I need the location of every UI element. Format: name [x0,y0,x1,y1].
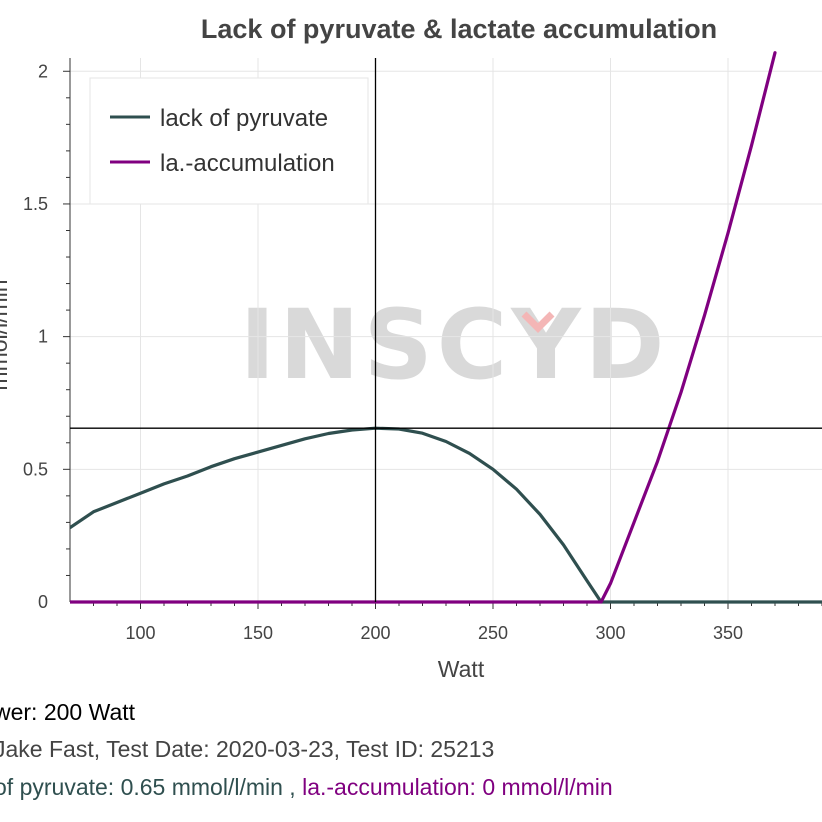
y-tick-label: 2 [38,61,48,81]
x-axis-label: Watt [438,656,485,682]
y-tick-label: 1 [38,327,48,347]
x-tick-label: 300 [595,623,625,643]
series-line-lack-of-pyruvate [70,426,822,604]
footer-pyruvate-value: of pyruvate: 0.65 mmol/l/min , [0,774,296,800]
x-tick-label: 350 [713,623,743,643]
footer-power: wer: 200 Watt [0,699,136,725]
chart-title: Lack of pyruvate & lactate accumulation [201,14,717,44]
series-group [70,51,822,604]
legend: lack of pyruvate la.-accumulation [89,77,369,205]
watermark: INSCYD [240,289,669,401]
axes: 100 150 200 250 300 350 0 0.5 1 1.5 2 [23,58,822,643]
y-axis-label: mmol/l/min [0,279,12,390]
crosshair [70,58,822,602]
x-tick-label: 200 [360,623,390,643]
series-line-la-accumulation [70,51,777,604]
legend-label-la-accumulation: la.-accumulation [160,150,335,177]
footer-lactate-value: la.-accumulation: 0 mmol/l/min [302,774,613,800]
footer-values: of pyruvate: 0.65 mmol/l/min , la.-accum… [0,776,613,799]
watermark-accent [521,311,555,333]
series-layer [70,51,822,604]
x-tick-label: 150 [243,623,273,643]
x-tick-label: 100 [125,623,155,643]
x-tick-label: 250 [478,623,508,643]
y-tick-label: 0.5 [23,459,48,479]
legend-box [89,77,369,205]
legend-label-lack-of-pyruvate: lack of pyruvate [160,105,328,132]
y-tick-label: 0 [38,592,48,612]
y-tick-label: 1.5 [23,194,48,214]
watermark-text: INSCYD [240,289,669,401]
footer-test-info: Jake Fast, Test Date: 2020-03-23, Test I… [0,736,495,762]
